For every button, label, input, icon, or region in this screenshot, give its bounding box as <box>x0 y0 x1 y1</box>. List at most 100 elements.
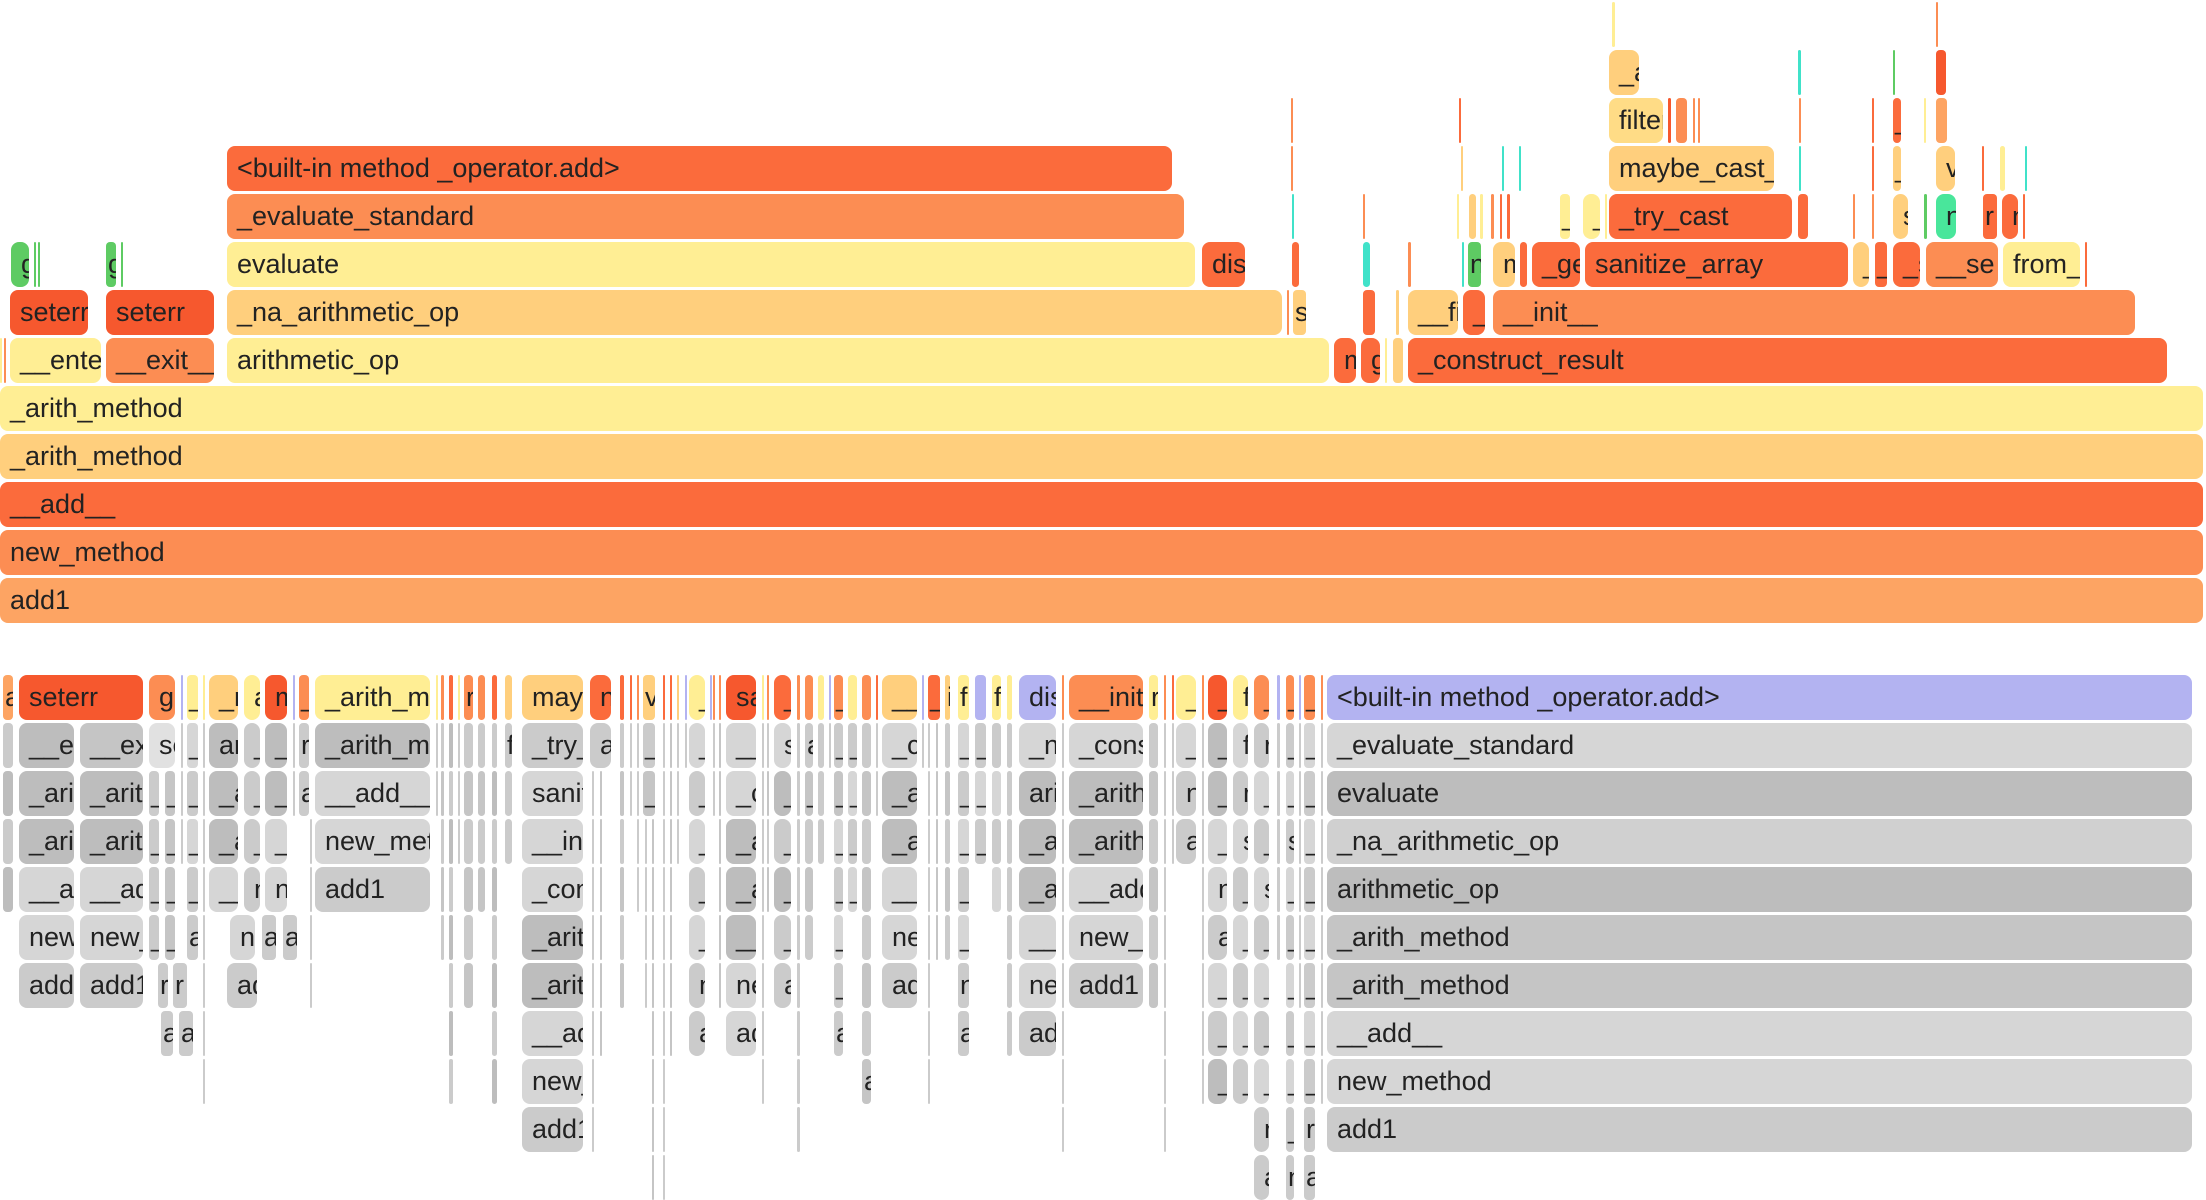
frame-bar-_arith_me[interactable]: _arith_me <box>315 675 430 720</box>
frame-bar[interactable] <box>1321 723 1323 768</box>
frame-bar[interactable] <box>945 723 950 768</box>
frame-bar[interactable] <box>458 723 460 768</box>
frame-bar-_ar[interactable]: _ar <box>882 771 917 816</box>
frame-bar[interactable] <box>1007 867 1012 912</box>
frame-bar-_[interactable]: _ <box>958 915 969 960</box>
frame-bar[interactable] <box>762 867 764 912</box>
frame-bar[interactable] <box>492 963 497 1008</box>
frame-bar-_[interactable]: _ <box>1583 194 1600 239</box>
frame-bar[interactable] <box>1936 98 1947 143</box>
frame-bar[interactable] <box>1408 242 1411 287</box>
frame-bar-_a[interactable]: _a <box>265 771 287 816</box>
frame-bar-new_m[interactable]: new_m <box>1069 915 1143 960</box>
frame-bar[interactable] <box>458 675 460 720</box>
frame-bar-_[interactable]: _ <box>187 723 198 768</box>
frame-bar[interactable] <box>645 819 647 864</box>
frame-bar[interactable] <box>620 819 624 864</box>
frame-bar-_na_arithmetic_op[interactable]: _na_arithmetic_op <box>227 290 1282 335</box>
frame-bar-f[interactable]: f <box>1233 675 1248 720</box>
frame-bar[interactable] <box>652 1011 654 1056</box>
frame-bar[interactable] <box>1693 98 1695 143</box>
frame-bar-_arith_me[interactable]: _arith_me <box>315 723 430 768</box>
frame-bar[interactable] <box>1062 1107 1064 1152</box>
frame-bar[interactable] <box>1277 819 1280 864</box>
frame-bar[interactable] <box>876 771 878 816</box>
frame-bar-f[interactable]: f <box>958 675 969 720</box>
frame-bar[interactable] <box>1924 98 1926 143</box>
frame-bar[interactable] <box>862 819 871 864</box>
frame-bar-r[interactable]: r <box>464 675 473 720</box>
frame-bar[interactable] <box>876 675 878 720</box>
frame-bar[interactable] <box>1172 771 1174 816</box>
frame-bar-_[interactable]: _ <box>774 819 791 864</box>
frame-bar[interactable] <box>1164 867 1166 912</box>
frame-bar[interactable] <box>1007 771 1012 816</box>
frame-bar-_[interactable]: _ <box>1208 1011 1227 1056</box>
frame-bar-_[interactable]: _ <box>149 915 159 960</box>
frame-bar[interactable] <box>436 675 438 720</box>
frame-bar[interactable] <box>1799 98 1801 143</box>
frame-bar-_[interactable]: _ <box>1254 963 1269 1008</box>
frame-bar[interactable] <box>203 915 205 960</box>
frame-bar-a[interactable]: a <box>283 915 297 960</box>
frame-bar-r[interactable]: r <box>1304 1107 1315 1152</box>
frame-bar[interactable] <box>762 723 764 768</box>
frame-bar-__add__[interactable]: __add__ <box>0 482 2203 527</box>
frame-bar[interactable] <box>652 915 654 960</box>
frame-bar-_[interactable]: _ <box>975 771 986 816</box>
frame-bar-_try_cast[interactable]: _try_cast <box>1609 194 1792 239</box>
frame-bar[interactable] <box>1321 675 1323 720</box>
frame-bar-_[interactable]: _ <box>187 867 198 912</box>
frame-bar-_[interactable]: _ <box>1286 963 1294 1008</box>
frame-bar[interactable] <box>464 915 473 960</box>
frame-bar-_[interactable]: _ <box>1893 146 1901 191</box>
frame-bar[interactable] <box>1698 98 1700 143</box>
frame-bar[interactable] <box>685 723 687 768</box>
frame-bar-__[interactable]: __ <box>1208 819 1227 864</box>
frame-bar[interactable] <box>719 963 721 1008</box>
frame-bar[interactable] <box>1924 194 1927 239</box>
frame-bar[interactable] <box>797 1011 800 1056</box>
frame-bar-f[interactable]: f <box>505 723 512 768</box>
frame-bar-nev[interactable]: nev <box>1019 963 1056 1008</box>
frame-bar-_try_c[interactable]: _try_c <box>522 723 583 768</box>
frame-bar-r[interactable]: r <box>158 963 168 1008</box>
frame-bar-ne[interactable]: ne <box>230 915 255 960</box>
frame-bar-r[interactable]: r <box>1149 675 1158 720</box>
frame-bar[interactable] <box>928 963 930 1008</box>
frame-bar-_[interactable]: _ <box>834 867 843 912</box>
frame-bar[interactable] <box>928 1011 930 1056</box>
frame-bar[interactable] <box>1062 675 1064 720</box>
frame-bar-a[interactable]: a <box>958 1011 969 1056</box>
frame-bar-_[interactable]: _ <box>187 675 198 720</box>
frame-bar-add1[interactable]: add1 <box>522 1107 583 1152</box>
frame-bar[interactable] <box>670 867 672 912</box>
frame-bar[interactable] <box>652 1155 654 1200</box>
frame-bar[interactable] <box>1202 867 1204 912</box>
frame-bar[interactable] <box>713 723 715 768</box>
frame-bar-se[interactable]: se <box>149 723 175 768</box>
frame-bar-__f[interactable]: __f <box>882 675 917 720</box>
frame-bar[interactable] <box>1520 242 1527 287</box>
frame-bar-a[interactable]: a <box>689 1011 705 1056</box>
frame-bar[interactable] <box>478 867 485 912</box>
frame-bar[interactable] <box>2025 146 2027 191</box>
frame-bar-_cons[interactable]: _cons <box>522 867 583 912</box>
frame-bar[interactable] <box>992 771 1001 816</box>
frame-bar-_[interactable]: _ <box>689 723 705 768</box>
frame-bar-_[interactable]: _ <box>834 723 843 768</box>
frame-bar[interactable] <box>600 1011 602 1056</box>
frame-bar[interactable] <box>0 338 2 383</box>
frame-bar-_[interactable]: _ <box>689 675 705 720</box>
frame-bar-_[interactable]: _ <box>975 723 986 768</box>
frame-bar-__add__[interactable]: __add__ <box>315 771 430 816</box>
frame-bar[interactable] <box>478 819 485 864</box>
frame-bar[interactable] <box>464 723 473 768</box>
frame-bar-arithmetic_op[interactable]: arithmetic_op <box>227 338 1329 383</box>
frame-bar-s[interactable]: s <box>1233 819 1248 864</box>
frame-bar[interactable] <box>1172 819 1174 864</box>
frame-bar-_arith_method[interactable]: _arith_method <box>0 386 2203 431</box>
frame-bar[interactable] <box>1007 1011 1012 1056</box>
frame-bar[interactable] <box>203 963 205 1008</box>
frame-bar[interactable] <box>441 771 444 816</box>
